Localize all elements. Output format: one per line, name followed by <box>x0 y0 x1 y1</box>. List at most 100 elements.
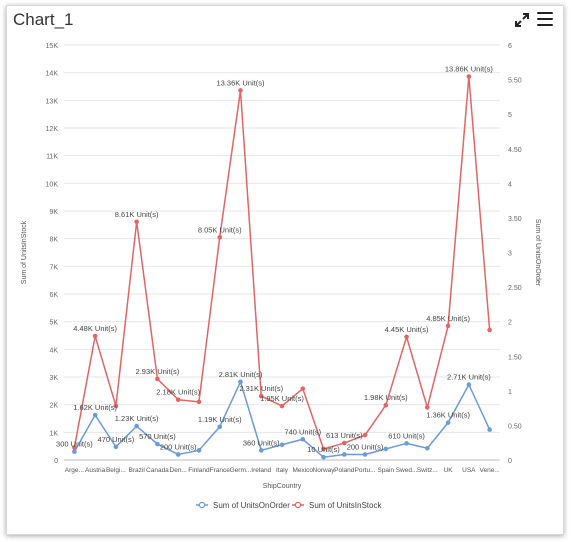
data-label: 300 Unit(s) <box>56 440 93 449</box>
chart-card: Chart_1 <box>6 5 564 535</box>
x-tick-label: France <box>210 467 231 474</box>
y2-tick-label: 2.50 <box>508 285 522 292</box>
data-point <box>404 441 409 446</box>
y2-tick-label: 6 <box>508 43 512 50</box>
data-label: 13.86K Unit(s) <box>445 65 493 74</box>
data-point <box>362 432 368 438</box>
x-tick-label: Portu... <box>355 467 376 474</box>
y-tick-label: 11K <box>46 154 58 161</box>
y2-tick-label: 2 <box>508 320 512 327</box>
data-label: 4.48K Unit(s) <box>73 324 117 333</box>
data-point <box>466 74 472 79</box>
x-tick-label: Finland <box>188 467 210 474</box>
y-tick-label: 6K <box>49 292 58 299</box>
data-label: 610 Unit(s) <box>388 431 425 440</box>
data-point <box>72 449 77 455</box>
data-label: 740 Unit(s) <box>284 427 321 436</box>
x-tick-label: Arge... <box>65 467 84 474</box>
data-point <box>404 334 409 340</box>
data-point <box>445 420 451 425</box>
data-point <box>217 234 223 240</box>
data-point <box>134 219 139 225</box>
legend-marker <box>198 501 206 509</box>
data-label: 2.71K Unit(s) <box>447 373 491 382</box>
data-label: 2.31K Unit(s) <box>239 384 283 393</box>
data-point <box>341 440 347 446</box>
x-tick-label: Norway <box>313 467 336 474</box>
data-label: 13.36K Unit(s) <box>217 78 265 87</box>
y-tick-label: 8K <box>49 237 58 244</box>
y-tick-label: 0 <box>54 458 58 465</box>
legend-label: Sum of UnitsOnOrder <box>213 501 290 510</box>
x-tick-label: Ireland <box>251 467 271 474</box>
data-point <box>300 436 306 442</box>
y2-tick-label: 3.50 <box>508 216 522 223</box>
data-point <box>92 412 98 418</box>
x-tick-label: Austria <box>85 467 106 474</box>
data-point <box>383 446 389 452</box>
data-label: 613 Unit(s) <box>326 431 363 440</box>
data-label: 4.45K Unit(s) <box>385 325 429 334</box>
data-point <box>113 444 119 450</box>
x-tick-label: Belgi... <box>106 467 126 474</box>
data-point <box>134 423 139 429</box>
y2-tick-label: 5 <box>508 112 512 119</box>
data-label: 2.93K Unit(s) <box>136 367 180 376</box>
data-point <box>487 427 492 432</box>
x-tick-label: Vene... <box>479 467 499 474</box>
x-tick-label: UK <box>444 467 454 474</box>
y-tick-label: 1K <box>49 430 58 437</box>
y-tick-label: 2K <box>49 403 58 410</box>
data-point <box>175 397 181 402</box>
y2-tick-label: 5.50 <box>508 78 522 85</box>
data-point <box>155 376 160 382</box>
data-point <box>279 442 285 448</box>
data-label: 1.95K Unit(s) <box>260 394 304 403</box>
x-tick-label: Canada <box>146 467 169 474</box>
expand-icon[interactable] <box>515 13 529 27</box>
y-tick-label: 3K <box>49 375 58 382</box>
data-point <box>425 445 430 451</box>
y-tick-label: 15K <box>46 43 59 50</box>
data-point <box>425 405 430 410</box>
data-point <box>487 327 492 333</box>
y2-tick-label: 3 <box>508 251 512 258</box>
x-axis-title: ShipCountry <box>263 483 302 490</box>
data-label: 8.05K Unit(s) <box>198 225 242 234</box>
y-tick-label: 9K <box>49 209 58 216</box>
legend-label: Sum of UnitsInStock <box>309 501 382 510</box>
series-points <box>72 74 492 460</box>
x-tick-label: Poland <box>334 467 355 474</box>
y-tick-label: 12K <box>46 126 59 133</box>
x-tick-label: Germ... <box>230 467 252 474</box>
data-point <box>321 446 326 452</box>
y2-tick-label: 0 <box>508 458 512 465</box>
x-tick-label: USA <box>462 467 476 474</box>
data-point <box>383 402 389 408</box>
data-label: 1.23K Unit(s) <box>115 414 159 423</box>
y2-tick-label: 1 <box>508 389 512 396</box>
hamburger-menu-icon[interactable] <box>537 12 553 26</box>
data-label: 1.62K Unit(s) <box>73 403 117 412</box>
data-point <box>217 424 223 430</box>
data-point <box>341 452 347 457</box>
data-point <box>445 323 451 329</box>
legend-marker <box>294 501 302 509</box>
data-point <box>300 386 306 391</box>
x-tick-label: Brazil <box>129 467 146 474</box>
data-label: 2.81K Unit(s) <box>219 370 263 379</box>
data-point <box>196 399 202 405</box>
data-label: 200 Unit(s) <box>160 442 197 451</box>
chart-title: Chart_1 <box>13 10 74 29</box>
data-point <box>238 88 243 93</box>
y-tick-label: 13K <box>46 98 59 105</box>
x-tick-label: Switz... <box>417 467 438 474</box>
axes: 0 1K 2K 3K 4K 5K 6K 7K 8K 9K 10K 11K 12K 13K 14K 15K 0 0.… <box>21 43 541 490</box>
data-point <box>258 448 264 453</box>
data-point <box>155 441 160 447</box>
y2-tick-label: 4.50 <box>508 147 522 154</box>
y2-tick-label: 1.50 <box>508 354 522 361</box>
data-labels: 300 Unit(s) 1.62K Unit(s) 470 Unit(s) 1.23K… <box>56 65 493 455</box>
data-point <box>113 403 119 409</box>
